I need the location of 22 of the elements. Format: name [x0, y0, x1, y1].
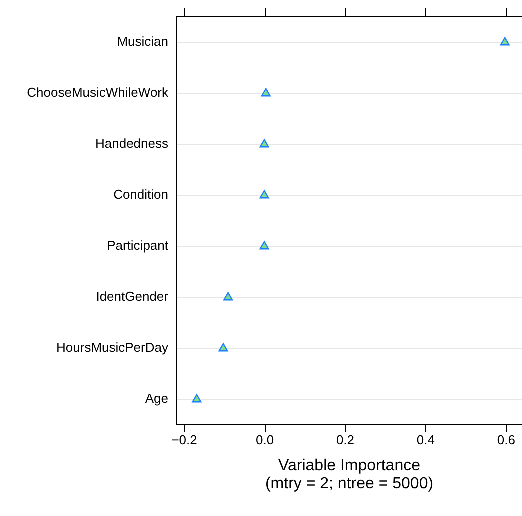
point — [224, 292, 234, 301]
y-tick-label: Age — [145, 391, 168, 406]
x-tick-label: −0.2 — [172, 432, 198, 448]
point — [192, 394, 202, 403]
point — [260, 241, 270, 250]
y-tick-label: Condition — [114, 187, 168, 202]
x-axis-title: Variable Importance (mtry = 2; ntree = 5000) — [265, 458, 434, 492]
y-tick-label: Handedness — [96, 136, 169, 151]
x-tick-label: 0.4 — [416, 432, 435, 448]
y-tick-label: ChooseMusicWhileWork — [27, 85, 169, 100]
y-tick-label: IdentGender — [96, 289, 170, 304]
y-tick-label: HoursMusicPerDay — [56, 340, 169, 355]
x-tick-label: 0.2 — [336, 432, 355, 448]
y-tick-label: Participant — [107, 238, 169, 253]
y-tick-label: Musician — [117, 34, 168, 49]
point — [260, 190, 270, 199]
point — [500, 37, 510, 46]
point — [261, 88, 271, 97]
point — [218, 343, 228, 352]
point — [260, 139, 270, 148]
x-tick-label: 0.6 — [497, 432, 516, 448]
x-tick-label: 0.0 — [256, 432, 274, 448]
